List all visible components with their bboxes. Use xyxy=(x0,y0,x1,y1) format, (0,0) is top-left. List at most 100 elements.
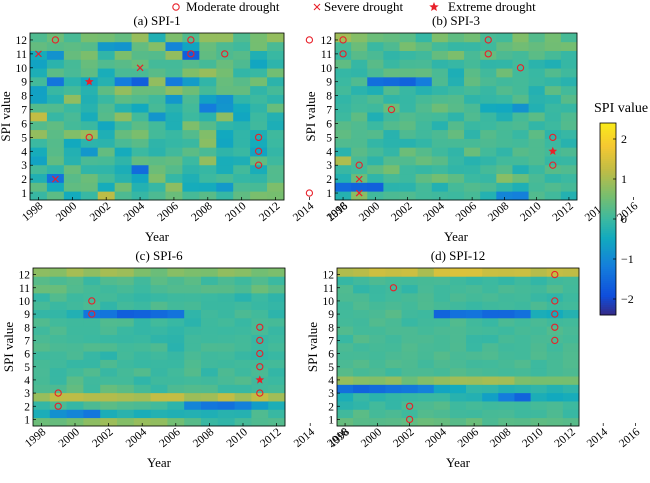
heatmap-cell xyxy=(83,392,101,402)
heatmap-cell xyxy=(63,85,82,95)
heatmap-cell xyxy=(562,351,580,360)
y-tick-6: 6 xyxy=(24,349,30,361)
heatmap-cells xyxy=(33,268,286,427)
heatmap-cell xyxy=(201,326,219,335)
heatmap-cell xyxy=(80,173,99,183)
colorbar-strip xyxy=(600,219,616,222)
colorbar-strip xyxy=(600,155,616,158)
heatmap-cell xyxy=(148,50,166,60)
heatmap-cell xyxy=(337,359,354,369)
heatmap-cell xyxy=(217,342,235,352)
heatmap-cell xyxy=(250,112,268,122)
colorbar-strip xyxy=(600,135,616,138)
heatmap-cell xyxy=(482,326,499,335)
heatmap-cell xyxy=(30,33,48,43)
heatmap-cell xyxy=(114,103,132,113)
heatmap-cell xyxy=(63,182,82,192)
x-tick-2010: 2010 xyxy=(223,200,249,224)
heatmap-cell xyxy=(30,68,48,78)
heatmap-cell xyxy=(268,301,286,310)
heatmap-cell xyxy=(250,147,268,157)
heatmap-cell xyxy=(431,173,449,183)
heatmap-cell xyxy=(133,301,151,310)
heatmap-cell xyxy=(117,292,135,302)
heatmap-cell xyxy=(234,317,252,327)
heatmap-cell xyxy=(46,103,65,113)
heatmap-cell xyxy=(383,120,400,131)
heatmap-cell xyxy=(167,284,185,294)
heatmap-cell xyxy=(335,112,352,122)
heatmap-cell xyxy=(335,68,352,78)
heatmap-cell xyxy=(480,173,497,183)
heatmap-cell xyxy=(97,164,116,175)
heatmap-cell xyxy=(496,173,513,183)
heatmap-cell xyxy=(496,59,513,69)
heatmap-cell xyxy=(251,417,269,427)
heatmap-cell xyxy=(133,351,151,360)
heatmap-cell xyxy=(233,94,251,104)
y-tick-3: 3 xyxy=(24,388,30,400)
heatmap-cell xyxy=(369,392,386,402)
heatmap-cell xyxy=(417,367,435,377)
heatmap-cell xyxy=(433,268,451,277)
heatmap-cell xyxy=(49,292,67,302)
colorbar-strip xyxy=(600,199,616,202)
heatmap-cell xyxy=(201,401,219,410)
heatmap-cell xyxy=(114,112,132,122)
heatmap-cell xyxy=(399,41,417,51)
heatmap-cell xyxy=(512,94,529,104)
heatmap-cell xyxy=(415,94,433,104)
panel-title: (c) SPI-6 xyxy=(135,248,183,263)
heatmap-cell xyxy=(383,33,400,43)
heatmap-cell xyxy=(514,417,531,427)
colorbar-strip xyxy=(600,301,616,304)
heatmap-cell xyxy=(133,309,151,319)
heatmap-cell xyxy=(399,138,417,148)
heatmap-cell xyxy=(496,41,513,51)
heatmap-cell xyxy=(66,334,84,344)
drought-moderate-1999-3 xyxy=(355,161,363,169)
y-tick-7: 7 xyxy=(24,335,30,347)
heatmap-cell xyxy=(383,182,400,192)
heatmap-cell xyxy=(512,33,529,43)
heatmap-cell xyxy=(250,41,268,51)
heatmap-cell xyxy=(417,301,435,310)
heatmap-cell xyxy=(83,276,101,286)
heatmap-cell xyxy=(267,138,285,148)
heatmap-cell xyxy=(498,392,515,402)
heatmap-cell xyxy=(514,317,531,327)
heatmap-cell xyxy=(184,376,202,385)
colorbar-strip xyxy=(600,205,616,208)
heatmap-cell xyxy=(49,301,67,310)
plot-frame xyxy=(29,32,285,201)
x-tick-2008: 2008 xyxy=(191,426,217,450)
heatmap-cell xyxy=(268,292,286,302)
colorbar-strip xyxy=(600,241,616,244)
heatmap-cell xyxy=(150,417,168,427)
heatmap-cell xyxy=(447,50,465,60)
heatmap-cell xyxy=(268,268,286,277)
heatmap-cell xyxy=(33,284,51,294)
heatmap-cell xyxy=(251,309,269,319)
heatmap-cell xyxy=(512,191,529,201)
heatmap-cell xyxy=(182,112,200,122)
heatmap-cell xyxy=(117,309,135,319)
colorbar-strip xyxy=(600,291,616,294)
heatmap-cell xyxy=(83,301,101,310)
heatmap-cell xyxy=(530,384,548,394)
heatmap-cell xyxy=(496,129,513,139)
heatmap-cell xyxy=(530,392,548,402)
heatmap-cell xyxy=(49,276,67,286)
heatmap-cell xyxy=(267,59,285,69)
heatmap-cell xyxy=(544,138,562,148)
heatmap-cell xyxy=(66,284,84,294)
heatmap-cell xyxy=(530,309,548,319)
plot-frame xyxy=(334,32,578,201)
heatmap-cell xyxy=(399,68,417,78)
heatmap-cell xyxy=(184,326,202,335)
heatmap-cell xyxy=(367,156,384,166)
x-tick-2004: 2004 xyxy=(124,426,150,450)
heatmap-cell xyxy=(401,326,419,335)
heatmap-cell xyxy=(335,164,352,175)
heatmap-cell xyxy=(148,76,166,87)
